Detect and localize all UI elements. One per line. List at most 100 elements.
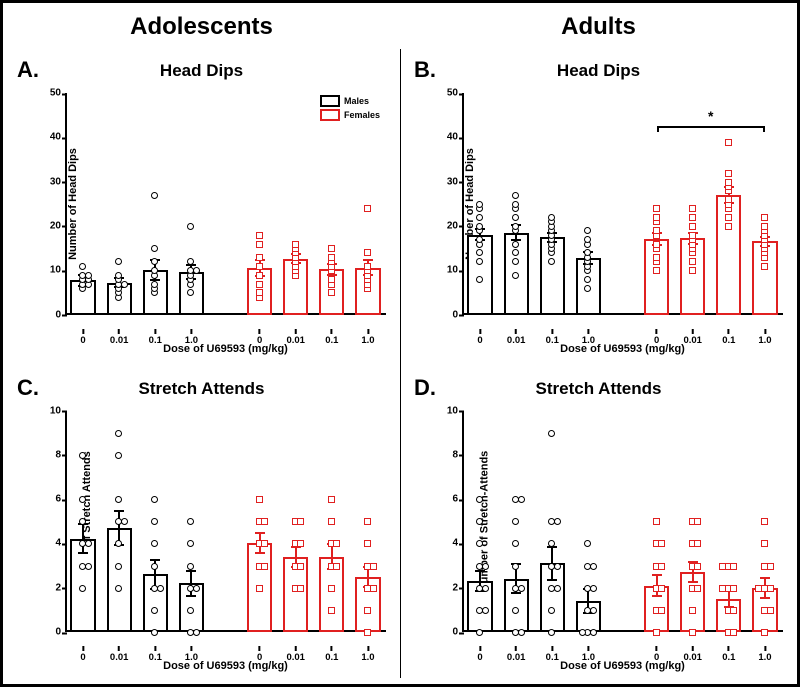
data-point	[364, 540, 371, 547]
data-point	[590, 585, 597, 592]
legend-item-males: Males	[320, 95, 380, 107]
data-point	[694, 563, 701, 570]
y-tick: 10	[35, 265, 61, 276]
legend-swatch	[320, 109, 340, 121]
y-tick: 10	[35, 405, 61, 416]
bars-layer	[462, 411, 783, 633]
legend: Males Females	[320, 93, 380, 123]
data-point	[653, 254, 660, 261]
y-tick: 0	[432, 627, 458, 638]
y-tick: 4	[35, 538, 61, 549]
plot-area: Number of Stretch AttendsDose of U69593 …	[65, 411, 386, 633]
data-point	[725, 179, 732, 186]
data-point	[297, 540, 304, 547]
data-point	[261, 518, 268, 525]
y-tick: 6	[432, 494, 458, 505]
legend-label: Males	[344, 96, 369, 106]
x-tick: 0.1	[722, 652, 735, 663]
x-tick: 0	[257, 652, 262, 663]
data-point	[590, 607, 597, 614]
x-tick: 0.1	[722, 335, 735, 346]
legend-label: Females	[344, 110, 380, 120]
y-tick: 10	[432, 265, 458, 276]
data-point	[157, 585, 164, 592]
data-point	[115, 452, 122, 459]
data-point	[370, 585, 377, 592]
panel-title: Head Dips	[13, 61, 390, 81]
data-point	[658, 540, 665, 547]
error-bar	[82, 523, 84, 554]
data-point	[689, 232, 696, 239]
data-point	[333, 563, 340, 570]
data-point	[512, 272, 519, 279]
data-point	[333, 540, 340, 547]
data-point	[518, 629, 525, 636]
data-point	[755, 585, 762, 592]
col-title-left: Adolescents	[3, 13, 400, 41]
data-point	[694, 585, 701, 592]
data-point	[115, 272, 122, 279]
data-point	[115, 585, 122, 592]
x-tick: 0.01	[286, 652, 305, 663]
bar-female-0.1	[716, 411, 741, 633]
data-point	[767, 585, 774, 592]
y-tick: 50	[35, 88, 61, 99]
panel-C: C.Stretch AttendsNumber of Stretch Atten…	[3, 367, 400, 685]
data-point	[518, 585, 525, 592]
y-tick: 20	[432, 220, 458, 231]
x-tick: 0	[654, 335, 659, 346]
data-point	[476, 223, 483, 230]
data-point	[85, 272, 92, 279]
panel-B: B.Head DipsNumber of Head DipsDose of U6…	[400, 49, 797, 367]
significance-star: *	[708, 108, 713, 124]
x-tick: 0.01	[110, 335, 129, 346]
data-point	[328, 254, 335, 261]
data-point	[653, 241, 660, 248]
data-point	[725, 214, 732, 221]
data-point	[256, 232, 263, 239]
data-point	[548, 629, 555, 636]
data-point	[725, 139, 732, 146]
figure-container: Adolescents Adults A.Head Dips Number of …	[0, 0, 800, 687]
panel-letter: A.	[17, 57, 39, 83]
legend-item-females: Females	[320, 109, 380, 121]
error-bar	[190, 570, 192, 597]
y-tick: 8	[35, 449, 61, 460]
data-point	[482, 563, 489, 570]
x-tick: 0	[477, 335, 482, 346]
y-tick: 8	[432, 449, 458, 460]
error-bar	[728, 590, 730, 608]
bars-layer	[65, 411, 386, 633]
x-tick: 1.0	[185, 652, 198, 663]
data-point	[730, 607, 737, 614]
data-point	[256, 289, 263, 296]
data-point	[328, 518, 335, 525]
data-point	[761, 540, 768, 547]
data-point	[328, 496, 335, 503]
data-point	[364, 518, 371, 525]
data-point	[151, 629, 158, 636]
y-tick: 40	[35, 132, 61, 143]
col-title-right: Adults	[400, 13, 797, 41]
data-point	[151, 563, 158, 570]
x-tick: 0.1	[149, 335, 162, 346]
data-point	[725, 170, 732, 177]
data-point	[653, 205, 660, 212]
data-point	[761, 223, 768, 230]
data-point	[689, 258, 696, 265]
data-point	[297, 518, 304, 525]
data-point	[689, 214, 696, 221]
data-point	[512, 607, 519, 614]
x-tick: 0.1	[325, 652, 338, 663]
x-tick: 1.0	[361, 335, 374, 346]
data-point	[725, 223, 732, 230]
data-point	[328, 276, 335, 283]
data-point	[261, 563, 268, 570]
data-point	[730, 629, 737, 636]
data-point	[554, 563, 561, 570]
x-tick: 0.01	[507, 652, 526, 663]
data-point	[256, 281, 263, 288]
y-tick: 30	[432, 176, 458, 187]
data-point	[370, 563, 377, 570]
data-point	[689, 629, 696, 636]
